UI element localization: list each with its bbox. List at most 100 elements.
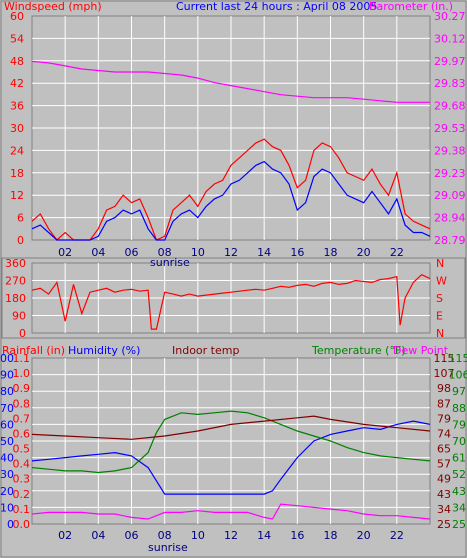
indoor-temp-line bbox=[31, 415, 431, 440]
dewpoint-tick-label: 25 bbox=[452, 518, 466, 531]
humidity-tick-label: 50 bbox=[0, 435, 14, 448]
barometer-line bbox=[31, 60, 430, 103]
barometer-tick-label: 28.79 bbox=[434, 234, 466, 247]
temperature-tick-label: 107 bbox=[434, 367, 455, 380]
wind-x-tick-label: 06 bbox=[125, 246, 139, 259]
humidity-tick-label: 60 bbox=[0, 418, 14, 431]
wind-x-tick-label: 04 bbox=[91, 246, 105, 259]
direction-panel-border bbox=[1, 257, 466, 339]
wind-x-tick-label: 08 bbox=[158, 246, 172, 259]
rainfall-tick-label: 0.5 bbox=[13, 443, 31, 456]
direction-degrees-tick-label: 270 bbox=[5, 275, 26, 288]
humidity-x-tick-label: 08 bbox=[158, 529, 172, 542]
barometer-tick-label: 29.83 bbox=[434, 77, 466, 90]
sunrise-label-bottom: sunrise bbox=[148, 541, 188, 554]
rainfall-tick-label: 1.1 bbox=[13, 352, 31, 365]
barometer-axis-label: Barometer (in.) bbox=[369, 0, 453, 13]
humidity-tick-label: 0 bbox=[7, 518, 14, 531]
rainfall-tick-label: 0.0 bbox=[13, 518, 31, 531]
humidity-x-tick-label: 12 bbox=[224, 529, 238, 542]
windspeed-tick-label: 12 bbox=[10, 189, 24, 202]
temperature-tick-label: 25 bbox=[437, 518, 451, 531]
windspeed-tick-label: 54 bbox=[10, 32, 24, 45]
windspeed-line bbox=[31, 138, 431, 241]
direction-degrees-tick-label: 360 bbox=[5, 257, 26, 270]
rainfall-tick-label: 0.2 bbox=[13, 488, 31, 501]
dewpoint-tick-label: 106 bbox=[449, 369, 467, 382]
humidity-x-tick-label: 06 bbox=[125, 529, 139, 542]
humidity-x-tick-label: 04 bbox=[91, 529, 105, 542]
windspeed-tick-label: 18 bbox=[10, 167, 24, 180]
wind-x-tick-label: 02 bbox=[58, 246, 72, 259]
temperature-tick-label: 115 bbox=[434, 352, 455, 365]
humidity-tick-label: 100 bbox=[0, 352, 14, 365]
barometer-tick-label: 29.68 bbox=[434, 100, 466, 113]
direction-degrees-tick-label: 90 bbox=[12, 310, 26, 323]
direction-compass-tick-label: N bbox=[436, 327, 444, 340]
wind-x-tick-label: 18 bbox=[324, 246, 338, 259]
gust-line bbox=[31, 160, 431, 241]
humidity-tick-label: 40 bbox=[0, 452, 14, 465]
dewpoint-tick-label: 79 bbox=[452, 418, 466, 431]
direction-compass-tick-label: E bbox=[436, 310, 443, 323]
rainfall-tick-label: 0.3 bbox=[13, 473, 31, 486]
barometer-tick-label: 30.27 bbox=[434, 10, 466, 23]
barometer-tick-label: 28.94 bbox=[434, 212, 466, 225]
humidity-line bbox=[31, 420, 431, 495]
dewpoint-label: Dew Point bbox=[393, 344, 449, 357]
dewpoint-tick-label: 52 bbox=[452, 468, 466, 481]
humidity-x-tick-label: 10 bbox=[191, 529, 205, 542]
rainfall-tick-label: 0.1 bbox=[13, 503, 31, 516]
rainfall-line bbox=[31, 503, 431, 520]
windspeed-tick-label: 36 bbox=[10, 100, 24, 113]
humidity-label: Humidity (%) bbox=[68, 344, 140, 357]
temperature-label: Temperature (°F) bbox=[311, 344, 406, 357]
windspeed-tick-label: 6 bbox=[17, 212, 24, 225]
direction-degrees-tick-label: 0 bbox=[19, 327, 26, 340]
barometer-tick-label: 29.97 bbox=[434, 55, 466, 68]
wind-direction-line bbox=[31, 273, 431, 330]
humidity-x-tick-label: 14 bbox=[257, 529, 271, 542]
temperature-tick-label: 65 bbox=[437, 443, 451, 456]
direction-compass-tick-label: W bbox=[436, 275, 447, 288]
humidity-tick-label: 80 bbox=[0, 385, 14, 398]
humidity-x-tick-label: 16 bbox=[290, 529, 304, 542]
temperature-tick-label: 43 bbox=[437, 488, 451, 501]
barometer-tick-label: 29.23 bbox=[434, 167, 466, 180]
humidity-tick-label: 30 bbox=[0, 468, 14, 481]
temperature-tick-label: 34 bbox=[437, 503, 451, 516]
humidity-x-tick-label: 20 bbox=[357, 529, 371, 542]
windspeed-tick-label: 60 bbox=[10, 10, 24, 23]
temperature-tick-label: 87 bbox=[437, 397, 451, 410]
rainfall-tick-label: 0.4 bbox=[13, 458, 31, 471]
temperature-tick-label: 74 bbox=[437, 427, 451, 440]
wind-x-tick-label: 20 bbox=[357, 246, 371, 259]
temperature-tick-label: 57 bbox=[437, 458, 451, 471]
temperature-line bbox=[31, 410, 431, 474]
windspeed-tick-label: 42 bbox=[10, 77, 24, 90]
humidity-tick-label: 90 bbox=[0, 369, 14, 382]
windspeed-tick-label: 24 bbox=[10, 144, 24, 157]
temperature-tick-label: 49 bbox=[437, 473, 451, 486]
humidity-x-tick-label: 02 bbox=[58, 529, 72, 542]
humidity-tick-label: 10 bbox=[0, 501, 14, 514]
wind-x-tick-label: 12 bbox=[224, 246, 238, 259]
humidity-x-tick-label: 18 bbox=[324, 529, 338, 542]
dewpoint-tick-label: 70 bbox=[452, 435, 466, 448]
temperature-tick-label: 98 bbox=[437, 382, 451, 395]
wind-x-tick-label: 10 bbox=[191, 246, 205, 259]
wind-x-tick-label: 16 bbox=[290, 246, 304, 259]
dewpoint-tick-label: 61 bbox=[452, 452, 466, 465]
rainfall-tick-label: 0.8 bbox=[13, 397, 31, 410]
humidity-x-tick-label: 22 bbox=[390, 529, 404, 542]
chart-title: Current last 24 hours : April 08 2005 bbox=[176, 0, 377, 13]
rainfall-tick-label: 1.0 bbox=[13, 367, 31, 380]
rainfall-tick-label: 0.9 bbox=[13, 382, 31, 395]
rainfall-tick-label: 0.6 bbox=[13, 427, 31, 440]
rainfall-label: Rainfall (in) bbox=[2, 344, 65, 357]
dewpoint-tick-label: 43 bbox=[452, 485, 466, 498]
wind-axis-label: Windspeed (mph) bbox=[4, 0, 102, 13]
barometer-tick-label: 29.53 bbox=[434, 122, 466, 135]
